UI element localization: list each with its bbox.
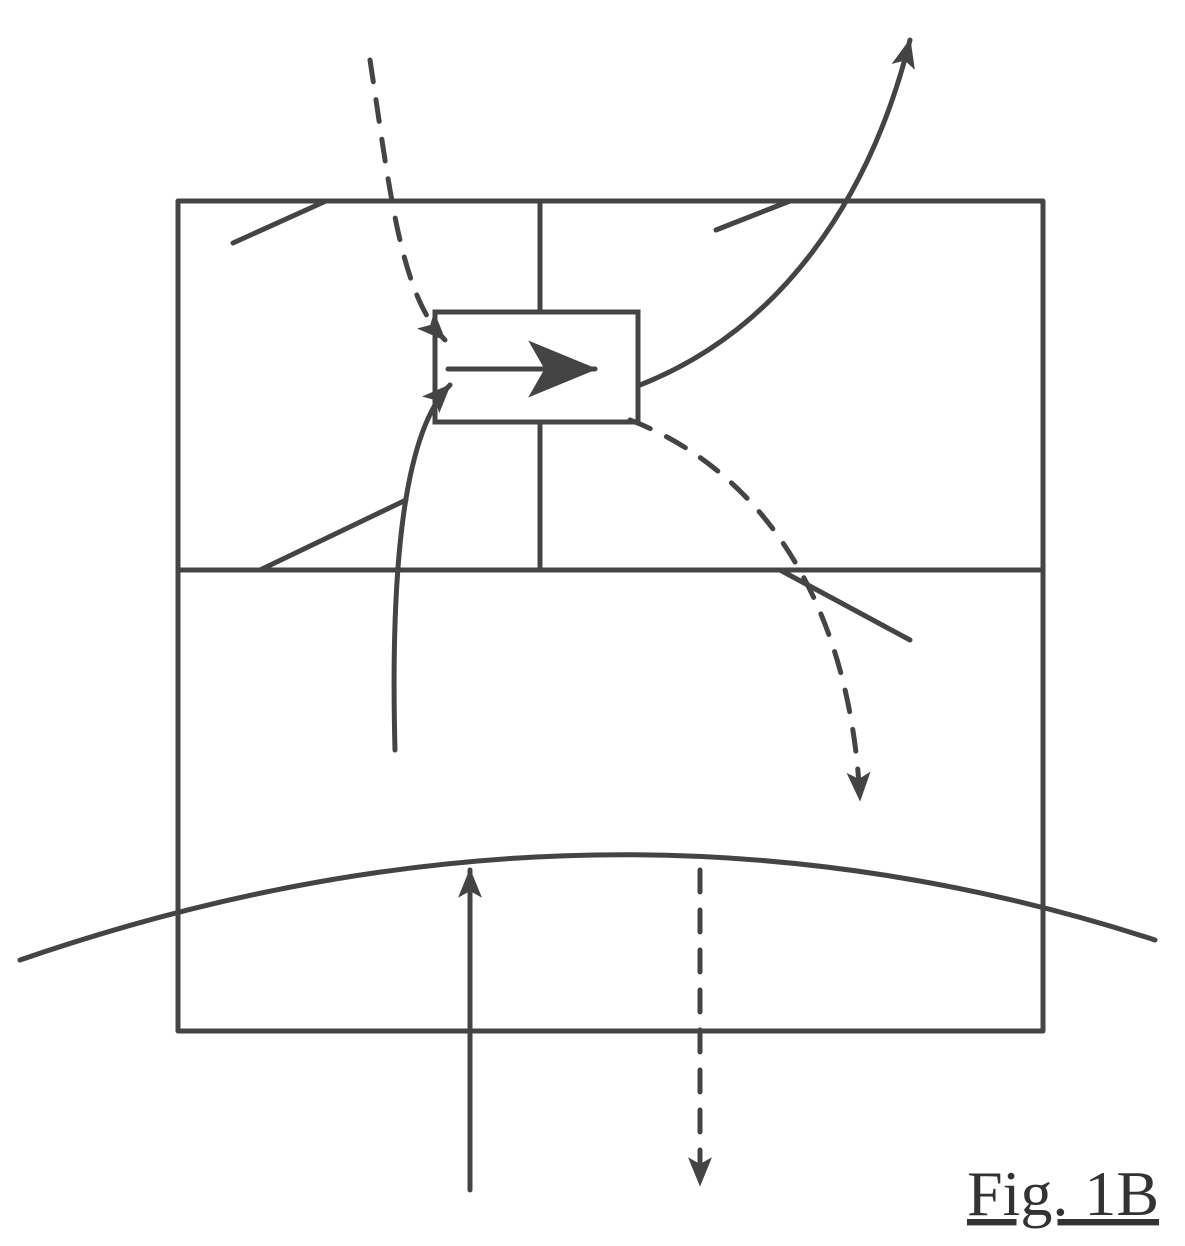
tl-diag bbox=[233, 201, 326, 243]
arrowhead-icon bbox=[893, 37, 920, 68]
curve-out-down-right-dashed bbox=[630, 420, 860, 800]
surface-arc bbox=[20, 855, 1155, 960]
bl-diag bbox=[260, 500, 406, 570]
tr-diag bbox=[716, 201, 790, 230]
figure-caption: Fig. 1B bbox=[967, 1158, 1159, 1229]
curve-out-up-right bbox=[640, 40, 910, 385]
br-diag bbox=[780, 570, 910, 640]
diagram-canvas: Fig. 1B bbox=[0, 0, 1185, 1246]
